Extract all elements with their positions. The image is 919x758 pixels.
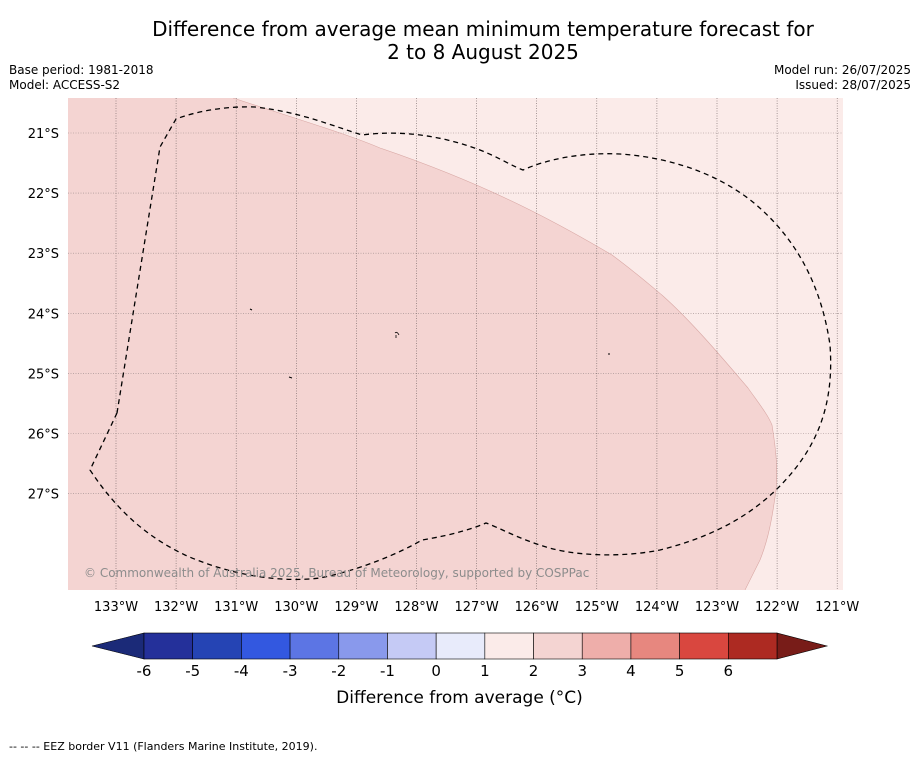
colorbar-tick-label: 4 [626, 662, 636, 680]
longitude-label: 123°W [695, 600, 739, 615]
chart-title: Difference from average mean minimum tem… [0, 18, 919, 64]
colorbar-tick-label: -5 [185, 662, 200, 680]
model-run: Model run: 26/07/2025 [773, 63, 911, 77]
map-plot-area: © Commonwealth of Australia 2025, Bureau… [68, 98, 843, 590]
colorbar-tick-label: -1 [380, 662, 395, 680]
colorbar-tick-label: 1 [480, 662, 490, 680]
longitude-label: 128°W [394, 600, 438, 615]
longitude-label: 125°W [575, 600, 619, 615]
latitude-label: 24°S [28, 307, 59, 322]
longitude-label: 130°W [274, 600, 318, 615]
longitude-label: 121°W [815, 600, 859, 615]
longitude-labels: 133°W 132°W 131°W 130°W 129°W 128°W 127°W 126°W… [94, 600, 860, 615]
colorbar-tick-label: 5 [675, 662, 685, 680]
latitude-label: 25°S [28, 367, 59, 382]
colorbar-under-arrow [91, 632, 145, 660]
colorbar-segment [728, 632, 778, 660]
colorbar-segment [630, 632, 680, 660]
colorbar-segment [387, 632, 437, 660]
colorbar-segment [435, 632, 486, 660]
latitude-label: 23°S [28, 247, 59, 262]
colorbar-over-arrow [776, 632, 829, 660]
longitude-label: 124°W [635, 600, 679, 615]
latitude-label: 21°S [28, 127, 59, 142]
anomaly-zone-1-to-2 [68, 98, 777, 590]
colorbar-segment [192, 632, 242, 660]
colorbar-segment [484, 632, 534, 660]
longitude-label: 126°W [515, 600, 559, 615]
longitude-label: 122°W [755, 600, 799, 615]
footnote: -- -- -- EEZ border V11 (Flanders Marine… [9, 740, 318, 753]
latitude-labels: 21°S 22°S 23°S 24°S 25°S 26°S 27°S [28, 127, 59, 503]
longitude-label: 129°W [334, 600, 378, 615]
colorbar-segment [289, 632, 340, 660]
longitude-label: 127°W [455, 600, 499, 615]
island-marker [249, 308, 253, 311]
base-period: Base period: 1981-2018 [9, 63, 154, 77]
colorbar-segment [241, 632, 291, 660]
copyright-notice: © Commonwealth of Australia 2025, Bureau… [84, 566, 589, 580]
colorbar-tick-label: -3 [283, 662, 298, 680]
colorbar-tick-label: -6 [137, 662, 152, 680]
colorbar-segment [679, 632, 729, 660]
latitude-label: 22°S [28, 187, 59, 202]
longitude-label: 131°W [214, 600, 258, 615]
issued-date: Issued: 28/07/2025 [795, 78, 911, 92]
colorbar-segment [581, 632, 632, 660]
colorbar-tick-label: 6 [724, 662, 734, 680]
model-name: Model: ACCESS-S2 [9, 78, 121, 92]
island-marker [288, 376, 293, 379]
island-marker [394, 331, 400, 338]
colorbar-tick-label: 2 [529, 662, 539, 680]
latitude-label: 26°S [28, 428, 59, 443]
title-line-2: 2 to 8 August 2025 [387, 40, 579, 64]
colorbar-segment [533, 632, 583, 660]
colorbar-tick-label: -2 [331, 662, 346, 680]
eez-border-line [89, 106, 832, 581]
colorbar-segment [338, 632, 388, 660]
colorbar-tick-label: 0 [431, 662, 441, 680]
colorbar-tick-label: -4 [234, 662, 249, 680]
colorbar-label: Difference from average (°C) [336, 688, 583, 708]
graticule [68, 98, 843, 590]
contour-edge [232, 98, 778, 590]
latitude-label: 27°S [28, 488, 59, 503]
longitude-label: 132°W [154, 600, 198, 615]
meta-left: Base period: 1981-2018 Model: ACCESS-S2 [9, 63, 154, 93]
colorbar-tick-label: 3 [577, 662, 587, 680]
colorbar: -6 -5 -4 -3 -2 -1 0 1 2 3 4 5 6 [91, 632, 829, 680]
longitude-label: 133°W [94, 600, 138, 615]
colorbar-segment [143, 632, 193, 660]
meta-right: Model run: 26/07/2025 Issued: 28/07/2025 [774, 63, 911, 93]
title-line-1: Difference from average mean minimum tem… [152, 17, 814, 41]
